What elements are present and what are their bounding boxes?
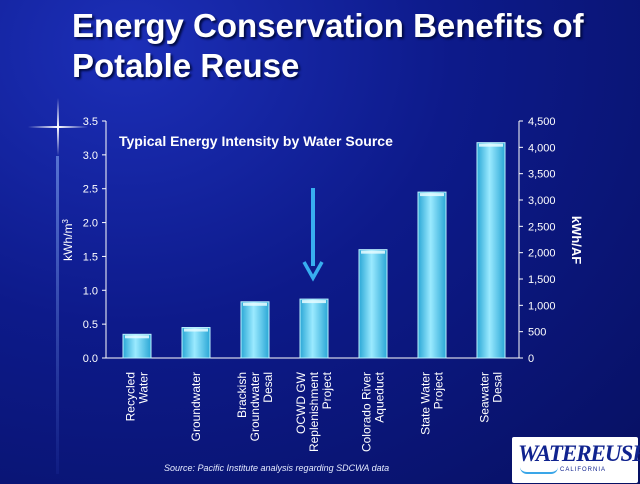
- x-tick-label: Colorado River Aqueduct: [360, 371, 387, 452]
- right-tick-label: 0: [528, 353, 534, 365]
- right-tick-label: 3,000: [528, 195, 556, 207]
- watereuse-logo: WATEREUSE CALIFORNIA: [512, 437, 640, 483]
- right-tick-label: 500: [528, 327, 546, 339]
- bar: [240, 301, 270, 359]
- x-tick-label-line: Project: [432, 371, 446, 409]
- left-tick-label: 1.5: [83, 251, 98, 263]
- slide-title: Energy Conservation Benefits of Potable …: [72, 7, 584, 84]
- right-tick-label: 4,500: [528, 116, 556, 128]
- logo-wave-icon: [520, 467, 558, 474]
- y-axis-label-left: kWh/m3: [61, 219, 75, 261]
- bar-highlight: [125, 335, 149, 339]
- bar: [122, 333, 152, 359]
- sparkle-decoration-vertical: [57, 98, 59, 156]
- x-tick-label: Brackish Groundwater Desal: [235, 372, 275, 441]
- bar-highlight: [479, 143, 503, 147]
- x-tick-label-line: Recycled: [124, 372, 138, 421]
- logo-subtext: CALIFORNIA: [560, 467, 607, 473]
- x-tick-label-line: Desal: [491, 372, 505, 403]
- chart-title: Typical Energy Intensity by Water Source: [119, 133, 393, 149]
- logo-wordmark: WATEREUSE: [518, 441, 640, 466]
- right-tick-label: 1,000: [528, 300, 556, 312]
- x-tick-label-line: Brackish: [235, 372, 249, 418]
- x-tick-label-line: Project: [320, 371, 334, 409]
- bar-highlight: [361, 250, 385, 254]
- bar: [358, 249, 388, 359]
- chart-labels: Recycled Water Groundwater Brackish Groundwa…: [124, 371, 505, 452]
- left-tick-label: 1.0: [83, 285, 98, 297]
- right-tick-label: 1,500: [528, 274, 556, 286]
- right-tick-label: 2,000: [528, 248, 556, 260]
- chart-bars: [122, 142, 506, 359]
- x-tick-label-line: State Water: [419, 372, 433, 435]
- bar-highlight: [420, 193, 444, 197]
- left-tick-label: 3.0: [83, 150, 98, 162]
- x-tick-label-line: Groundwater: [248, 372, 262, 441]
- x-tick-label-line: Replenishment: [307, 371, 321, 452]
- bar: [181, 327, 211, 359]
- x-tick-label: State Water Project: [419, 371, 446, 435]
- bar-highlight: [184, 328, 208, 332]
- right-tick-label: 3,500: [528, 169, 556, 181]
- source-note: Source: Pacific Institute analysis regar…: [164, 463, 390, 473]
- right-tick-label: 2,500: [528, 221, 556, 233]
- bar-highlight: [302, 300, 326, 304]
- x-tick-label: Groundwater: [189, 372, 203, 441]
- left-tick-label: 0.0: [83, 353, 98, 365]
- x-tick-label: Seawater Desal: [478, 372, 505, 423]
- bar: [299, 298, 329, 359]
- bar-highlight: [243, 302, 267, 306]
- glow-line-decoration: [56, 156, 59, 474]
- x-tick-label-line: Groundwater: [189, 372, 203, 441]
- chart-axes: 0.0 0.5 1.0 1.5 2.0 2.5 3.0 3.5 0 500 1,000 1,500 2,…: [61, 116, 584, 365]
- left-tick-label: 3.5: [83, 116, 98, 128]
- y-axis-label-right: kWh/AF: [569, 216, 584, 264]
- x-tick-label-line: Colorado River: [360, 372, 374, 452]
- left-tick-label: 2.0: [83, 218, 98, 230]
- x-tick-label-line: OCWD GW: [294, 371, 308, 434]
- x-tick-label-line: Seawater: [478, 372, 492, 423]
- bar: [476, 142, 506, 359]
- left-tick-label: 2.5: [83, 184, 98, 196]
- x-tick-label-line: Desal: [261, 372, 275, 403]
- x-tick-label-line: Water: [137, 372, 151, 404]
- left-tick-label: 0.5: [83, 319, 98, 331]
- x-tick-label: Recycled Water: [124, 372, 151, 421]
- annotation-arrow-head: [302, 261, 324, 282]
- right-tick-label: 4,000: [528, 142, 556, 154]
- x-tick-label: OCWD GW Replenishment Project: [294, 371, 334, 452]
- bar: [417, 191, 447, 359]
- x-tick-label-line: Aqueduct: [373, 371, 387, 422]
